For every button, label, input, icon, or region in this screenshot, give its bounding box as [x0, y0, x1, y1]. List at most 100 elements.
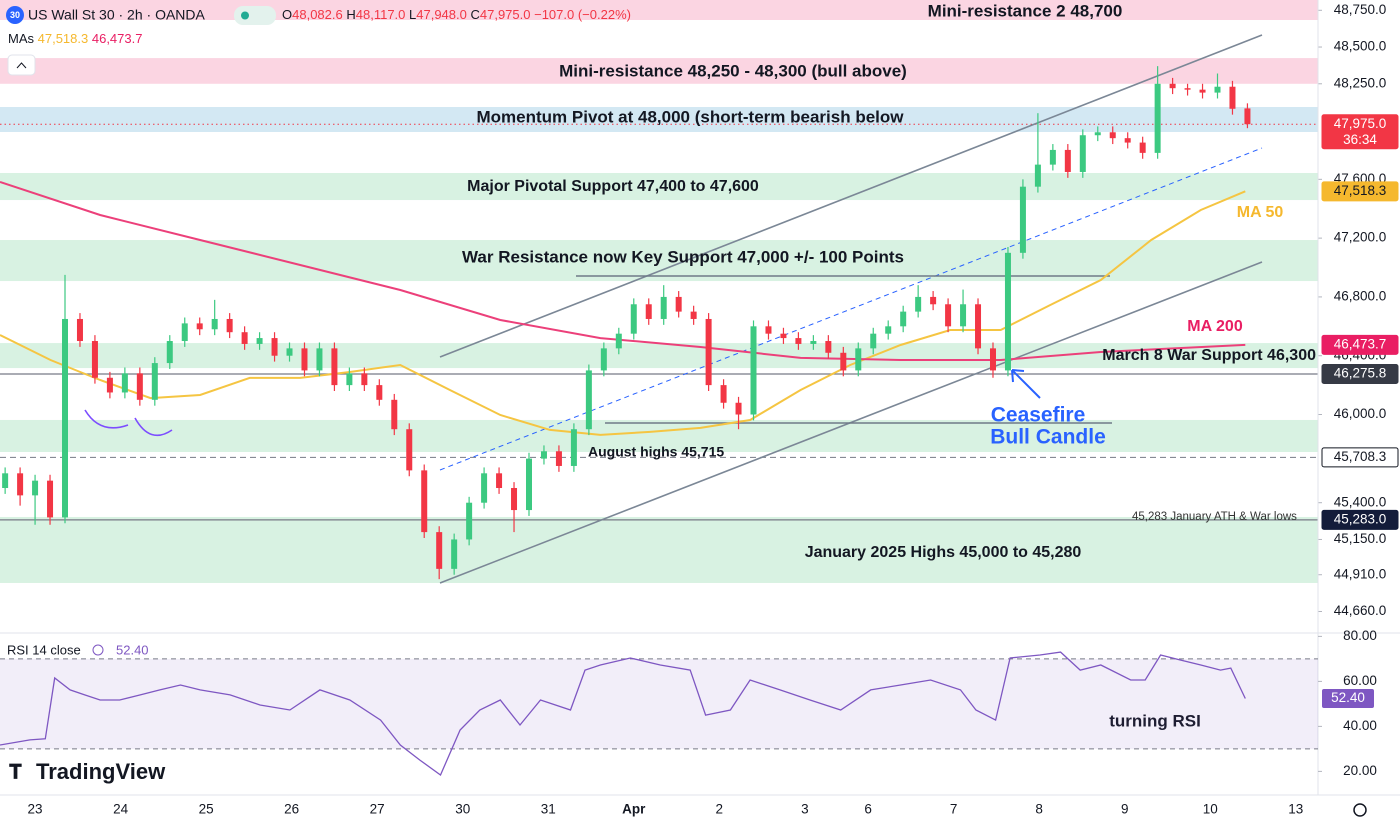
- rsi-tick-label: 80.00: [1343, 628, 1377, 643]
- candle-body: [705, 318, 712, 386]
- ohlc-key: C: [470, 7, 479, 22]
- price-label: 46,275.8: [1334, 366, 1387, 381]
- channel-mid: [439, 147, 1263, 471]
- x-tick-label: 2: [716, 802, 724, 817]
- candle-body: [226, 318, 233, 333]
- candle-body: [930, 296, 937, 305]
- ma-line: [0, 181, 1246, 361]
- candle-body: [406, 429, 413, 471]
- price-label: 46,473.7: [1334, 336, 1387, 351]
- status-dot: [241, 11, 249, 20]
- candle-body: [181, 323, 188, 342]
- watermark: TradingView: [36, 759, 166, 784]
- zone-label: Major Pivotal Support 47,400 to 47,600: [467, 178, 759, 195]
- candle-body: [481, 473, 488, 503]
- candle-body: [1094, 132, 1101, 136]
- candle-body: [720, 385, 727, 403]
- y-tick-label: 48,500.0: [1334, 39, 1387, 54]
- symbol-title: US Wall St 30 · 2h · OANDA: [28, 7, 206, 23]
- price-label-box: [1321, 114, 1399, 150]
- candle-body: [121, 373, 128, 393]
- candle-body: [630, 304, 637, 334]
- candle-body: [241, 332, 248, 344]
- zone-label: March 8 War Support 46,300: [1102, 347, 1316, 364]
- ma-legend-title: MAs: [8, 31, 35, 46]
- zone: [0, 58, 1318, 84]
- zone-label: Mini-resistance 48,250 - 48,300 (bull ab…: [559, 61, 907, 80]
- candle-body: [810, 341, 817, 344]
- rsi-tick-label: 20.00: [1343, 763, 1377, 778]
- x-tick-label: 13: [1288, 802, 1303, 817]
- annotation: Ceasefire: [991, 404, 1086, 427]
- collapse-button[interactable]: [7, 54, 36, 76]
- candle-body: [690, 311, 697, 319]
- zone: [0, 0, 1318, 20]
- candle-body: [585, 370, 592, 430]
- candle-body: [525, 458, 532, 511]
- candle-body: [62, 318, 69, 518]
- candle-body: [645, 304, 652, 319]
- candle-body: [1229, 86, 1236, 109]
- candle-body: [466, 502, 473, 540]
- ohlc-key: H: [346, 7, 355, 22]
- x-tick-label: Apr: [622, 802, 646, 817]
- zone: [0, 516, 1318, 583]
- candle-body: [825, 341, 832, 353]
- candle-body: [960, 304, 967, 327]
- candle-body: [316, 348, 323, 371]
- candle-body: [570, 429, 577, 466]
- ma-legend: MAs 47,518.3 46,473.7: [8, 31, 142, 46]
- price-label-box: [1321, 334, 1399, 355]
- zone: [0, 240, 1318, 282]
- candle-body: [795, 338, 802, 344]
- rsi-icon: [92, 644, 104, 656]
- candle-body: [1139, 142, 1146, 153]
- ma-line: [0, 190, 1246, 436]
- price-countdown: 36:34: [1343, 132, 1377, 147]
- candle-body: [376, 385, 383, 400]
- price-label-box: [1321, 363, 1399, 384]
- price-label-box: [1321, 509, 1399, 530]
- rsi-value-box: [1322, 688, 1374, 708]
- price-label-box: [1321, 447, 1399, 468]
- x-tick-label: 6: [864, 802, 872, 817]
- rsi-band: [0, 658, 1318, 749]
- ma-legend-value: 47,518.3: [38, 31, 89, 46]
- ohlc-key: O: [282, 7, 292, 22]
- candle-body: [271, 338, 278, 356]
- rsi-tick-label: 40.00: [1343, 718, 1377, 733]
- x-tick-label: 8: [1035, 802, 1043, 817]
- annotation: Bull Candle: [990, 426, 1106, 449]
- marks: [0, 66, 1251, 580]
- symbol-badge: 30: [10, 10, 20, 20]
- candle-body: [750, 326, 757, 415]
- rsi-value-label: 52.40: [1331, 690, 1365, 705]
- candle-body: [1124, 138, 1131, 143]
- settings-button[interactable]: [1353, 803, 1367, 817]
- candle-body: [496, 473, 503, 489]
- x-tick-label: 26: [284, 802, 299, 817]
- candle-body: [660, 296, 667, 319]
- zone-label: January 2025 Highs 45,000 to 45,280: [805, 544, 1082, 561]
- candle-body: [346, 373, 353, 386]
- price-label: 45,708.3: [1334, 449, 1387, 464]
- candle-body: [106, 377, 113, 393]
- candle-body: [166, 341, 173, 364]
- price-lines: [0, 123, 1318, 521]
- ma-legend-value: 46,473.7: [92, 31, 143, 46]
- ma-label: MA 200: [1187, 318, 1243, 335]
- x-tick-label: 23: [28, 802, 43, 817]
- y-tick-label: 48,250.0: [1334, 75, 1387, 90]
- candle-body: [451, 539, 458, 569]
- rsi-title: RSI 14 close: [7, 642, 81, 657]
- candle-body: [1079, 135, 1086, 172]
- drawings: [84, 34, 1263, 584]
- candle-body: [1244, 108, 1251, 125]
- candle-body: [331, 348, 338, 386]
- candle-body: [136, 373, 143, 400]
- candle-body: [2, 473, 9, 489]
- candle-body: [76, 318, 83, 342]
- candle-body: [735, 402, 742, 415]
- zone-label: Mini-resistance 2 48,700: [928, 1, 1123, 20]
- zone-label: Momentum Pivot at 48,000 (short-term bea…: [477, 107, 905, 126]
